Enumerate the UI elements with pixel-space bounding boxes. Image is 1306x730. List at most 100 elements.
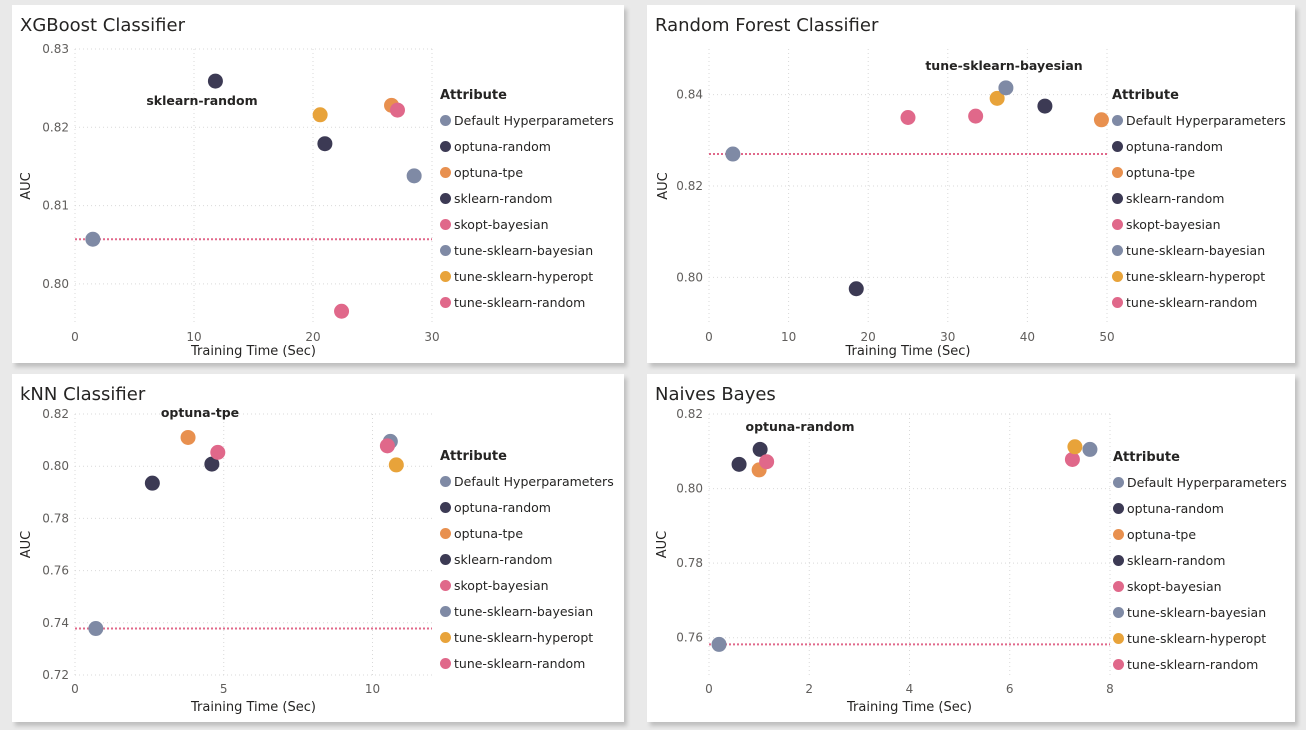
- y-axis-title: AUC: [655, 531, 670, 559]
- legend-item[interactable]: skopt-bayesian: [1113, 573, 1287, 599]
- point-sklearn-random: [849, 281, 864, 296]
- legend-label: tune-sklearn-random: [1126, 295, 1257, 310]
- legend-item[interactable]: skopt-bayesian: [440, 572, 614, 598]
- x-tick-label: 5: [220, 682, 228, 696]
- x-tick-label: 30: [940, 330, 955, 344]
- legend-label: tune-sklearn-hyperopt: [454, 269, 593, 284]
- legend-item[interactable]: optuna-tpe: [440, 520, 614, 546]
- legend-label: tune-sklearn-bayesian: [454, 604, 593, 619]
- legend-item[interactable]: tune-sklearn-hyperopt: [1113, 625, 1287, 651]
- legend-label: optuna-tpe: [454, 165, 523, 180]
- legend-marker: [440, 528, 451, 539]
- legend-item[interactable]: optuna-random: [440, 494, 614, 520]
- x-axis-title: Training Time (Sec): [190, 344, 316, 359]
- legend-item[interactable]: tune-sklearn-hyperopt: [440, 263, 614, 289]
- point-optuna-tpe: [1094, 112, 1109, 127]
- point-default-hyperparameters: [712, 637, 727, 652]
- point-sklearn-random: [145, 476, 160, 491]
- point-skopt-bayesian: [210, 445, 225, 460]
- legend-item[interactable]: Default Hyperparameters: [1113, 469, 1287, 495]
- legend-marker: [440, 141, 451, 152]
- annotation-label: optuna-random: [746, 419, 855, 434]
- legend-item[interactable]: tune-sklearn-random: [1112, 289, 1286, 315]
- legend-item[interactable]: sklearn-random: [440, 185, 614, 211]
- legend-label: tune-sklearn-random: [454, 656, 585, 671]
- point-default-hyperparameters: [85, 232, 100, 247]
- legend-item[interactable]: optuna-random: [440, 133, 614, 159]
- legend-label: skopt-bayesian: [1127, 579, 1222, 594]
- legend-marker: [1112, 115, 1123, 126]
- point-optuna-random: [1037, 99, 1052, 114]
- point-tune-sklearn-hyperopt: [313, 107, 328, 122]
- legend-marker: [440, 658, 451, 669]
- y-tick-label: 0.82: [676, 179, 703, 193]
- legend-item[interactable]: optuna-random: [1112, 133, 1286, 159]
- point-tune-sklearn-random: [1065, 452, 1080, 467]
- legend-label: Default Hyperparameters: [454, 474, 614, 489]
- legend-marker: [440, 502, 451, 513]
- x-tick-label: 2: [805, 682, 813, 696]
- legend-label: optuna-tpe: [1126, 165, 1195, 180]
- legend-marker: [1112, 245, 1123, 256]
- legend-item[interactable]: tune-sklearn-hyperopt: [1112, 263, 1286, 289]
- legend-item[interactable]: skopt-bayesian: [440, 211, 614, 237]
- legend-item[interactable]: sklearn-random: [1113, 547, 1287, 573]
- annotation-label: sklearn-random: [146, 93, 257, 108]
- point-skopt-bayesian: [390, 103, 405, 118]
- legend-marker: [1112, 141, 1123, 152]
- legend-item[interactable]: optuna-tpe: [1113, 521, 1287, 547]
- legend-item[interactable]: tune-sklearn-bayesian: [1113, 599, 1287, 625]
- annotation-label: optuna-tpe: [161, 405, 239, 420]
- x-tick-label: 10: [186, 330, 201, 344]
- y-axis-title: AUC: [19, 531, 34, 559]
- legend-item[interactable]: Default Hyperparameters: [440, 468, 614, 494]
- x-tick-label: 0: [71, 682, 79, 696]
- legend-label: tune-sklearn-bayesian: [1127, 605, 1266, 620]
- legend-item[interactable]: tune-sklearn-bayesian: [440, 237, 614, 263]
- x-tick-label: 10: [365, 682, 380, 696]
- legend-item[interactable]: tune-sklearn-random: [1113, 651, 1287, 677]
- legend-label: optuna-random: [1126, 139, 1223, 154]
- legend-marker: [440, 580, 451, 591]
- legend-item[interactable]: tune-sklearn-bayesian: [440, 598, 614, 624]
- legend-label: tune-sklearn-hyperopt: [1126, 269, 1265, 284]
- legend: Attribute Default Hyperparameters optuna-…: [1112, 85, 1286, 315]
- y-tick-label: 0.78: [676, 556, 703, 570]
- legend-item[interactable]: tune-sklearn-random: [440, 650, 614, 676]
- legend-item[interactable]: tune-sklearn-hyperopt: [440, 624, 614, 650]
- x-tick-label: 20: [305, 330, 320, 344]
- legend-marker: [1113, 633, 1124, 644]
- legend-item[interactable]: optuna-tpe: [1112, 159, 1286, 185]
- legend-item[interactable]: optuna-random: [1113, 495, 1287, 521]
- y-tick-label: 0.80: [676, 482, 703, 496]
- chart-panel-naive-bayes: Naives Bayes 0 2 4 6 8 0.76 0.78 0.80 0.82 Traini…: [647, 374, 1295, 722]
- legend-item[interactable]: Default Hyperparameters: [440, 107, 614, 133]
- legend-item[interactable]: sklearn-random: [440, 546, 614, 572]
- legend-item[interactable]: sklearn-random: [1112, 185, 1286, 211]
- chart-panel-random-forest: Random Forest Classifier 0 10 20 30 40 50 0.80…: [647, 5, 1295, 363]
- legend-title: Attribute: [1113, 447, 1287, 469]
- point-default-hyperparameters: [88, 621, 103, 636]
- legend-label: Default Hyperparameters: [454, 113, 614, 128]
- y-tick-label: 0.83: [42, 42, 69, 56]
- legend-item[interactable]: tune-sklearn-bayesian: [1112, 237, 1286, 263]
- y-tick-label: 0.84: [676, 88, 703, 102]
- y-tick-label: 0.80: [42, 459, 69, 473]
- y-tick-label: 0.80: [676, 270, 703, 284]
- legend-title: Attribute: [440, 446, 614, 468]
- point-optuna-random: [317, 136, 332, 151]
- legend-title: Attribute: [1112, 85, 1286, 107]
- legend: Attribute Default Hyperparameters optuna-…: [440, 446, 614, 676]
- legend-marker: [440, 115, 451, 126]
- legend-item[interactable]: skopt-bayesian: [1112, 211, 1286, 237]
- point-tune-sklearn-bayesian: [407, 168, 422, 183]
- legend-marker: [1113, 477, 1124, 488]
- y-tick-label: 0.74: [42, 616, 69, 630]
- legend-item[interactable]: tune-sklearn-random: [440, 289, 614, 315]
- annotation-label: tune-sklearn-bayesian: [925, 58, 1082, 73]
- legend-item[interactable]: optuna-tpe: [440, 159, 614, 185]
- legend-item[interactable]: Default Hyperparameters: [1112, 107, 1286, 133]
- y-tick-label: 0.78: [42, 511, 69, 525]
- x-tick-label: 0: [705, 682, 713, 696]
- legend-marker: [440, 245, 451, 256]
